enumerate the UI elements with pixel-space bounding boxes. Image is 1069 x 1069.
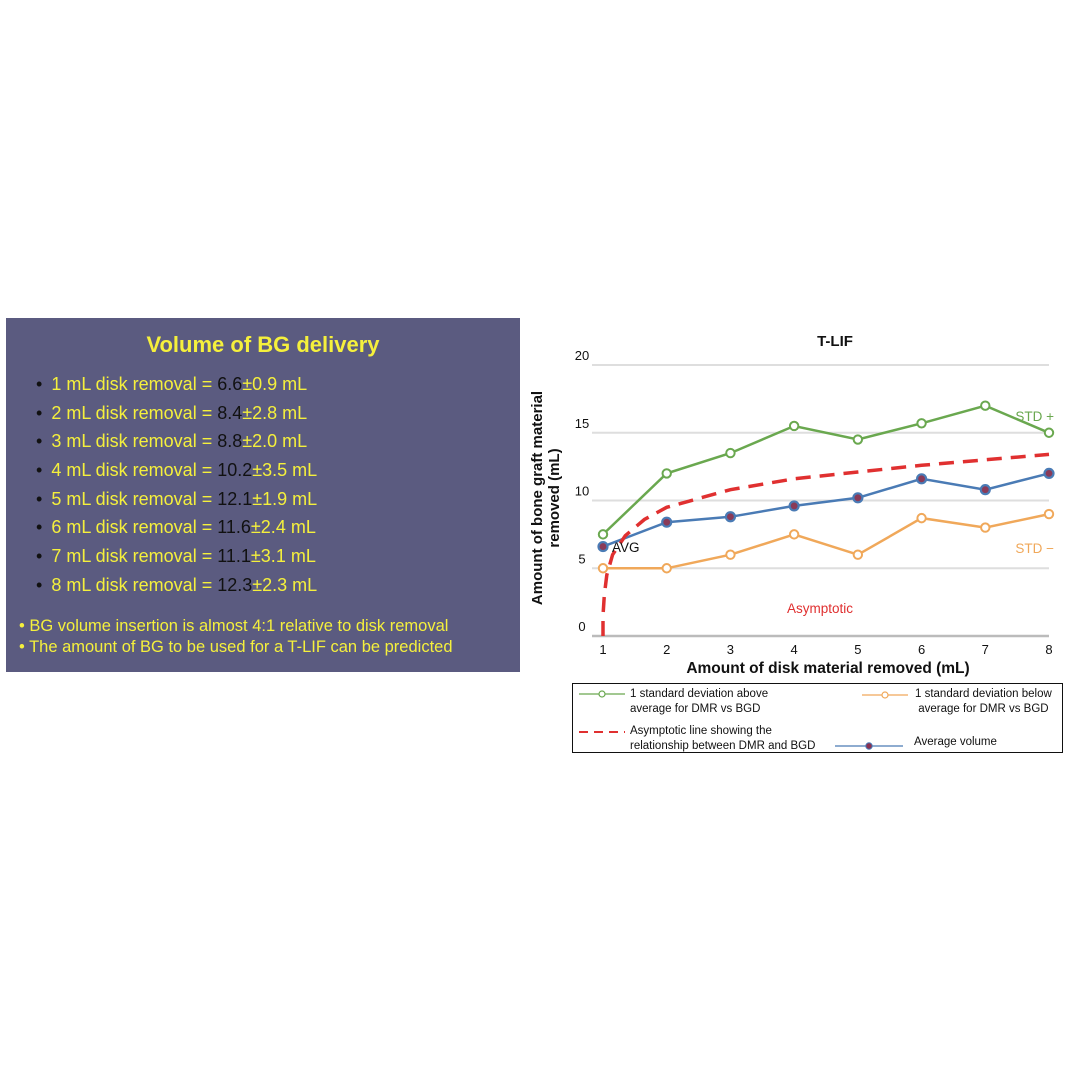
data-point-std [725, 447, 736, 459]
data-point-avg [979, 484, 991, 496]
data-point-std [980, 522, 991, 533]
data-point-std [661, 468, 672, 479]
x-tick-label: 8 [1045, 642, 1052, 657]
y-tick-label: 20 [575, 348, 589, 363]
chart-title: T-LIF [817, 333, 853, 350]
x-tick-label: 4 [791, 642, 798, 657]
data-point-avg [661, 516, 673, 528]
chart-legend: 1 standard deviation above average for D… [572, 683, 1063, 753]
note: • BG volume insertion is almost 4:1 rela… [19, 617, 449, 635]
data-point-std [1043, 508, 1055, 520]
note: • The amount of BG to be used for a T-LI… [19, 638, 453, 656]
y-axis-label-line: removed (mL) [546, 448, 563, 547]
legend-average-label: Average volume [914, 736, 997, 748]
data-point-avg [1043, 467, 1055, 479]
y-tick-label: 0 [578, 619, 585, 634]
data-point-std [661, 563, 672, 574]
panel-title: Volume of BG delivery [146, 332, 380, 357]
volume-list: • 1 mL disk removal = 6.6±0.9 mL • 2 mL di… [36, 374, 317, 604]
y-axis-label: Amount of bone graft materialremoved (mL… [529, 391, 563, 605]
y-tick-label: 15 [575, 416, 589, 431]
list-item: • 8 mL disk removal = 12.3±2.3 mL [36, 574, 318, 595]
legend-std-minus-label: 1 standard deviation below average for D… [915, 688, 1052, 715]
data-point-std [916, 512, 927, 524]
data-point-avg [852, 492, 864, 504]
legend-std-plus-swatch [579, 690, 625, 698]
list-item: • 5 mL disk removal = 12.1±1.9 mL [36, 488, 318, 509]
tlif-line-chart: T-LIF 0 5 10 15 20 1 2 3 4 5 6 7 8 Amount of disk mate… [529, 333, 1055, 677]
data-point-std [1043, 427, 1055, 438]
list-item: • 3 mL disk removal = 8.8±2.0 mL [36, 431, 308, 452]
x-tick-label: 7 [982, 642, 989, 657]
y-tick-label: 5 [578, 551, 585, 566]
y-tick-label: 10 [575, 484, 589, 499]
data-point-std [597, 563, 609, 574]
data-point-std [725, 549, 736, 560]
legend-std-plus-label: 1 standard deviation above average for D… [630, 688, 769, 715]
y-axis-label-line: Amount of bone graft material [529, 391, 546, 605]
data-point-std [916, 418, 927, 429]
legend-asymptotic-swatch [579, 731, 625, 733]
data-point-std [788, 529, 800, 540]
x-tick-label: 1 [599, 642, 606, 657]
annotation-std: STD − [1015, 541, 1054, 556]
data-point-std [597, 529, 609, 540]
x-tick-label: 6 [918, 642, 925, 657]
list-item: • 1 mL disk removal = 6.6±0.9 mL [36, 374, 308, 394]
list-item: • 7 mL disk removal = 11.1±3.1 mL [36, 546, 316, 567]
data-point-avg [788, 500, 800, 512]
x-tick-label: 3 [727, 642, 734, 657]
data-point-avg [724, 511, 737, 523]
legend-asymptotic-label: Asymptotic line showing the relationship… [630, 725, 816, 752]
legend-std-minus-swatch [862, 691, 908, 699]
x-tick-label: 5 [854, 642, 861, 657]
data-point-std [788, 420, 800, 432]
data-point-avg [597, 540, 609, 553]
data-point-std [852, 549, 864, 560]
annotation-asymptotic: Asymptotic [787, 601, 853, 616]
series-line-avg [602, 472, 1050, 548]
data-point-avg [915, 473, 928, 485]
summary-panel: Volume of BG delivery • 1 mL disk removal… [6, 318, 520, 672]
summary-notes: • BG volume insertion is almost 4:1 rela… [19, 616, 453, 658]
annotation-std: STD + [1015, 409, 1054, 424]
series-line-std [602, 404, 1050, 536]
list-item: • 6 mL disk removal = 11.6±2.4 mL [36, 517, 316, 538]
x-tick-label: 2 [663, 642, 670, 657]
list-item: • 2 mL disk removal = 8.4±2.8 mL [36, 402, 308, 423]
data-point-std [980, 400, 991, 411]
x-axis-label: Amount of disk material removed (mL) [686, 660, 969, 677]
list-item: • 4 mL disk removal = 10.2±3.5 mL [36, 460, 318, 481]
data-point-std [852, 434, 864, 445]
legend-average-swatch [835, 742, 903, 750]
annotation-avg: AVG [612, 540, 640, 555]
series-line-std [603, 512, 1050, 570]
